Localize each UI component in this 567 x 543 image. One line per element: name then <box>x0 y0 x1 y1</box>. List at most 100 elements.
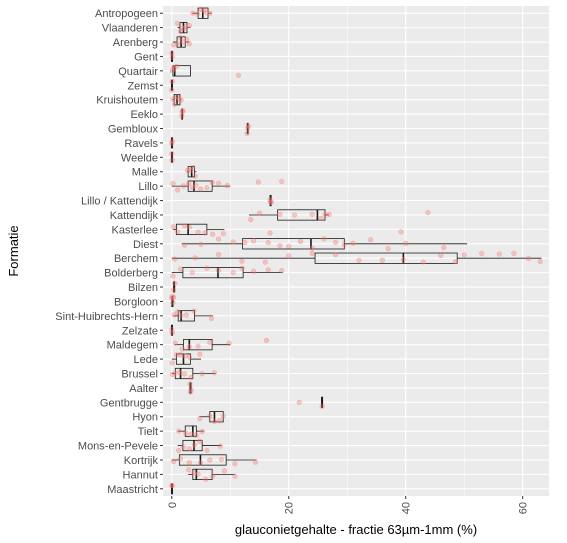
data-point <box>172 256 178 262</box>
data-point <box>268 199 274 205</box>
data-point <box>297 238 304 245</box>
data-point <box>184 36 190 42</box>
data-point <box>215 180 222 186</box>
box-brussel <box>171 367 216 380</box>
y-tick-label: Gent <box>134 51 158 63</box>
data-point <box>170 180 176 187</box>
data-point <box>279 267 285 274</box>
data-point <box>322 211 328 218</box>
data-point <box>215 251 222 258</box>
data-point <box>209 179 215 186</box>
data-point <box>277 211 283 217</box>
data-point <box>252 459 259 465</box>
data-point <box>197 438 203 444</box>
data-point <box>267 197 273 203</box>
data-point <box>169 157 175 163</box>
data-point <box>235 72 242 78</box>
grid-major <box>163 6 549 496</box>
data-point <box>198 241 204 247</box>
data-point <box>170 458 177 465</box>
data-point <box>173 63 180 69</box>
data-point <box>170 96 176 102</box>
box-iqr <box>242 238 345 250</box>
data-point <box>180 25 187 32</box>
data-point <box>193 432 199 438</box>
data-point <box>169 293 175 300</box>
data-point <box>251 268 257 274</box>
data-point <box>441 244 447 251</box>
box-kattendijk <box>248 209 330 221</box>
data-point <box>191 470 197 476</box>
data-point <box>210 231 216 237</box>
data-point <box>326 211 332 217</box>
data-point <box>245 123 251 129</box>
data-point <box>186 354 192 360</box>
data-point <box>171 312 177 318</box>
box-iqr <box>182 439 203 452</box>
box-maastricht <box>170 483 173 495</box>
data-point <box>265 267 271 273</box>
points <box>169 6 543 489</box>
data-point <box>169 87 175 93</box>
data-point <box>207 10 213 16</box>
data-point <box>356 257 362 263</box>
data-point <box>197 186 204 192</box>
data-point <box>186 41 192 47</box>
data-point <box>208 315 215 322</box>
data-point <box>368 237 374 243</box>
data-point <box>169 327 175 333</box>
data-point <box>286 243 292 249</box>
data-point <box>319 403 325 410</box>
data-point <box>242 239 248 245</box>
data-point <box>175 187 181 193</box>
box-iqr <box>172 65 191 77</box>
data-point <box>179 113 185 119</box>
data-point <box>215 267 222 273</box>
y-tick-label: Eeklo <box>130 109 158 121</box>
box-iqr <box>184 425 197 437</box>
data-point <box>176 96 182 102</box>
x-tick-label: 40 <box>401 502 413 514</box>
data-point <box>279 178 285 185</box>
data-point <box>169 68 175 74</box>
y-tick-label: Berchem <box>114 253 158 265</box>
box-weelde <box>170 151 173 163</box>
data-point <box>400 257 406 263</box>
data-point <box>461 252 467 258</box>
data-point <box>182 371 188 377</box>
data-point <box>177 266 184 272</box>
data-point <box>220 231 226 237</box>
data-point <box>170 64 177 71</box>
data-point <box>321 236 327 242</box>
data-point <box>186 446 192 452</box>
data-point <box>187 389 194 395</box>
y-tick-label: Sint-Huibrechts-Hern <box>55 311 158 323</box>
data-point <box>190 164 196 171</box>
box-kruishoutem <box>172 94 182 106</box>
box-lede <box>171 353 202 365</box>
box-iqr <box>314 252 458 264</box>
box-gentbrugge <box>321 396 324 408</box>
data-point <box>191 442 198 448</box>
data-point <box>211 418 218 425</box>
data-point <box>169 371 175 378</box>
data-point <box>318 215 324 221</box>
data-point <box>182 223 188 229</box>
y-tick-label: Kasterlee <box>112 224 158 236</box>
data-point <box>198 6 204 12</box>
data-point <box>195 343 201 349</box>
data-point <box>221 468 228 474</box>
data-point <box>180 39 187 45</box>
data-point <box>178 97 184 103</box>
data-point <box>188 431 194 437</box>
data-point <box>169 483 175 489</box>
data-point <box>192 173 198 179</box>
data-point <box>172 370 178 376</box>
data-point <box>232 473 238 479</box>
data-point <box>186 224 192 230</box>
data-point <box>398 229 404 235</box>
box-kasterlee <box>172 223 225 235</box>
data-point <box>403 240 409 246</box>
y-tick-label: Aalter <box>129 383 158 395</box>
data-point <box>379 257 385 263</box>
